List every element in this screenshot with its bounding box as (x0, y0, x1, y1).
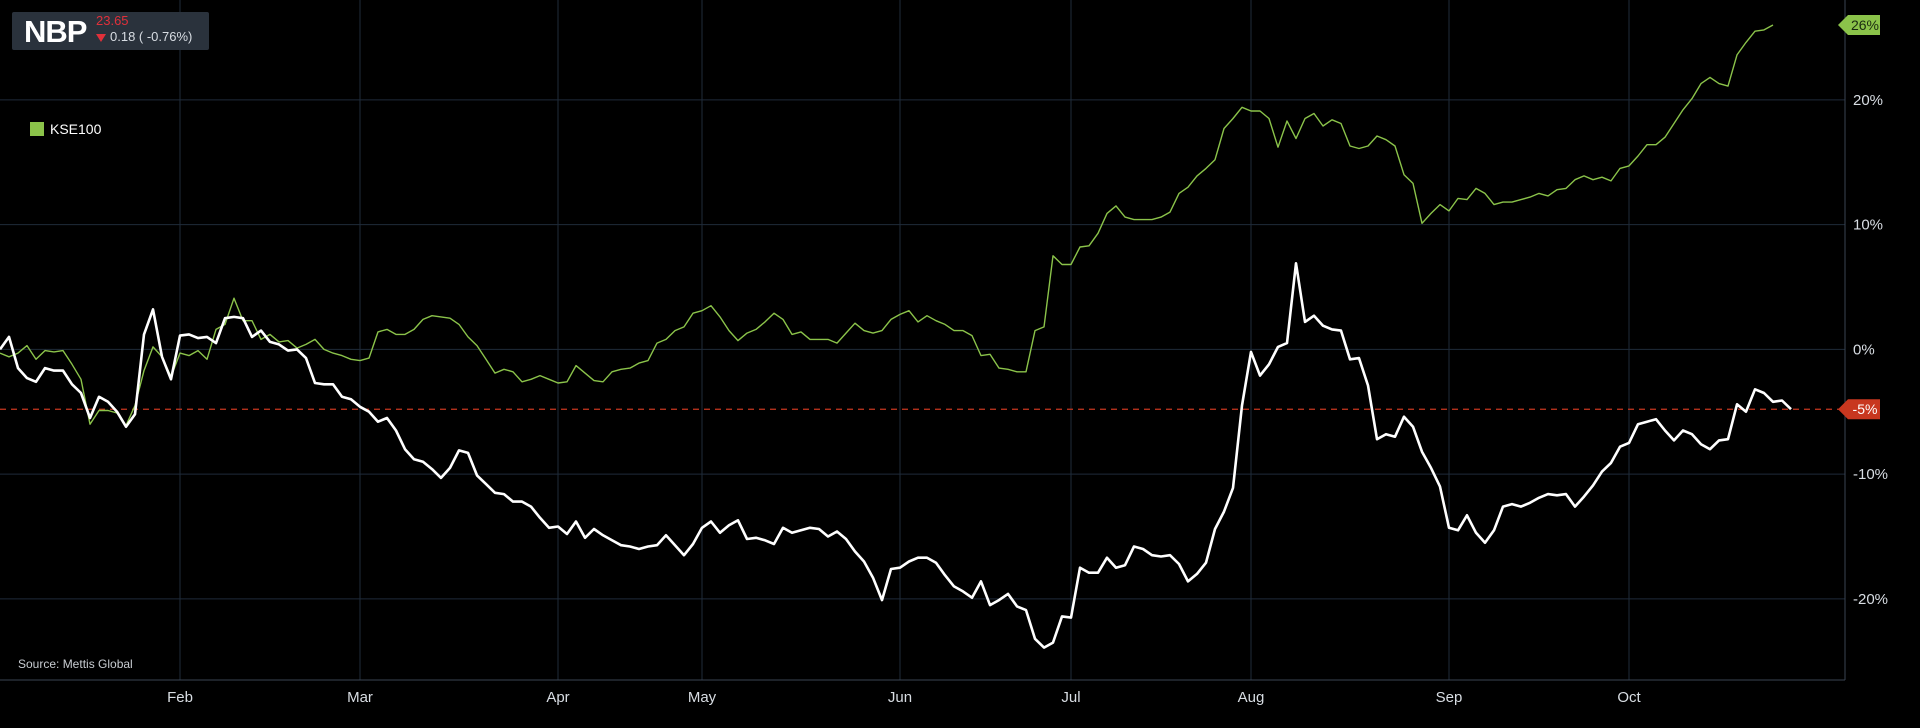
series-line-nbp (0, 262, 1792, 649)
grid-lines (0, 0, 1845, 680)
end-badge-label: 26% (1851, 17, 1879, 33)
end-badge-shape (1838, 399, 1880, 420)
axes: 20% 10% 0% -10% -20% Feb Mar Apr May Jun Jul Aug Sep… (0, 0, 1888, 706)
series-line-kse100 (0, 24, 1774, 427)
end-badge-nbp: -5% (1838, 399, 1880, 420)
y-tick-label: -20% (1853, 591, 1888, 608)
x-tick-label: May (688, 689, 717, 706)
x-tick-label: Aug (1238, 689, 1265, 706)
end-badge-shape (1838, 14, 1880, 35)
series-lines (0, 24, 1845, 649)
ticker-change: 0.18 ( -0.76%) (110, 29, 193, 44)
end-badge-label: -5% (1853, 401, 1878, 417)
x-tick-label: Apr (546, 689, 569, 706)
source-text: Source: Mettis Global (18, 657, 133, 671)
x-tick-label: Oct (1617, 689, 1641, 706)
ticker-price: 23.65 (96, 13, 129, 28)
y-tick-label: 20% (1853, 92, 1883, 109)
x-tick-label: Mar (347, 689, 373, 706)
end-badges: -5% 26% (1838, 14, 1880, 420)
y-tick-label: -10% (1853, 466, 1888, 483)
ticker-symbol: NBP (24, 14, 87, 49)
y-tick-label: 10% (1853, 217, 1883, 234)
ticker-box: NBP 23.65 0.18 ( -0.76%) (12, 12, 209, 50)
end-badge-kse100: 26% (1838, 14, 1880, 35)
legend-label-kse100: KSE100 (50, 121, 102, 137)
x-tick-label: Feb (167, 689, 193, 706)
ticker-change-row: 0.18 ( -0.76%) (96, 29, 192, 44)
arrow-down-icon (96, 33, 106, 42)
y-tick-label: 0% (1853, 341, 1875, 358)
x-tick-label: Jul (1061, 689, 1080, 706)
x-tick-label: Sep (1436, 689, 1463, 706)
legend[interactable]: KSE100 (30, 121, 101, 137)
x-tick-label: Jun (888, 689, 912, 706)
legend-swatch-kse100 (30, 122, 44, 136)
